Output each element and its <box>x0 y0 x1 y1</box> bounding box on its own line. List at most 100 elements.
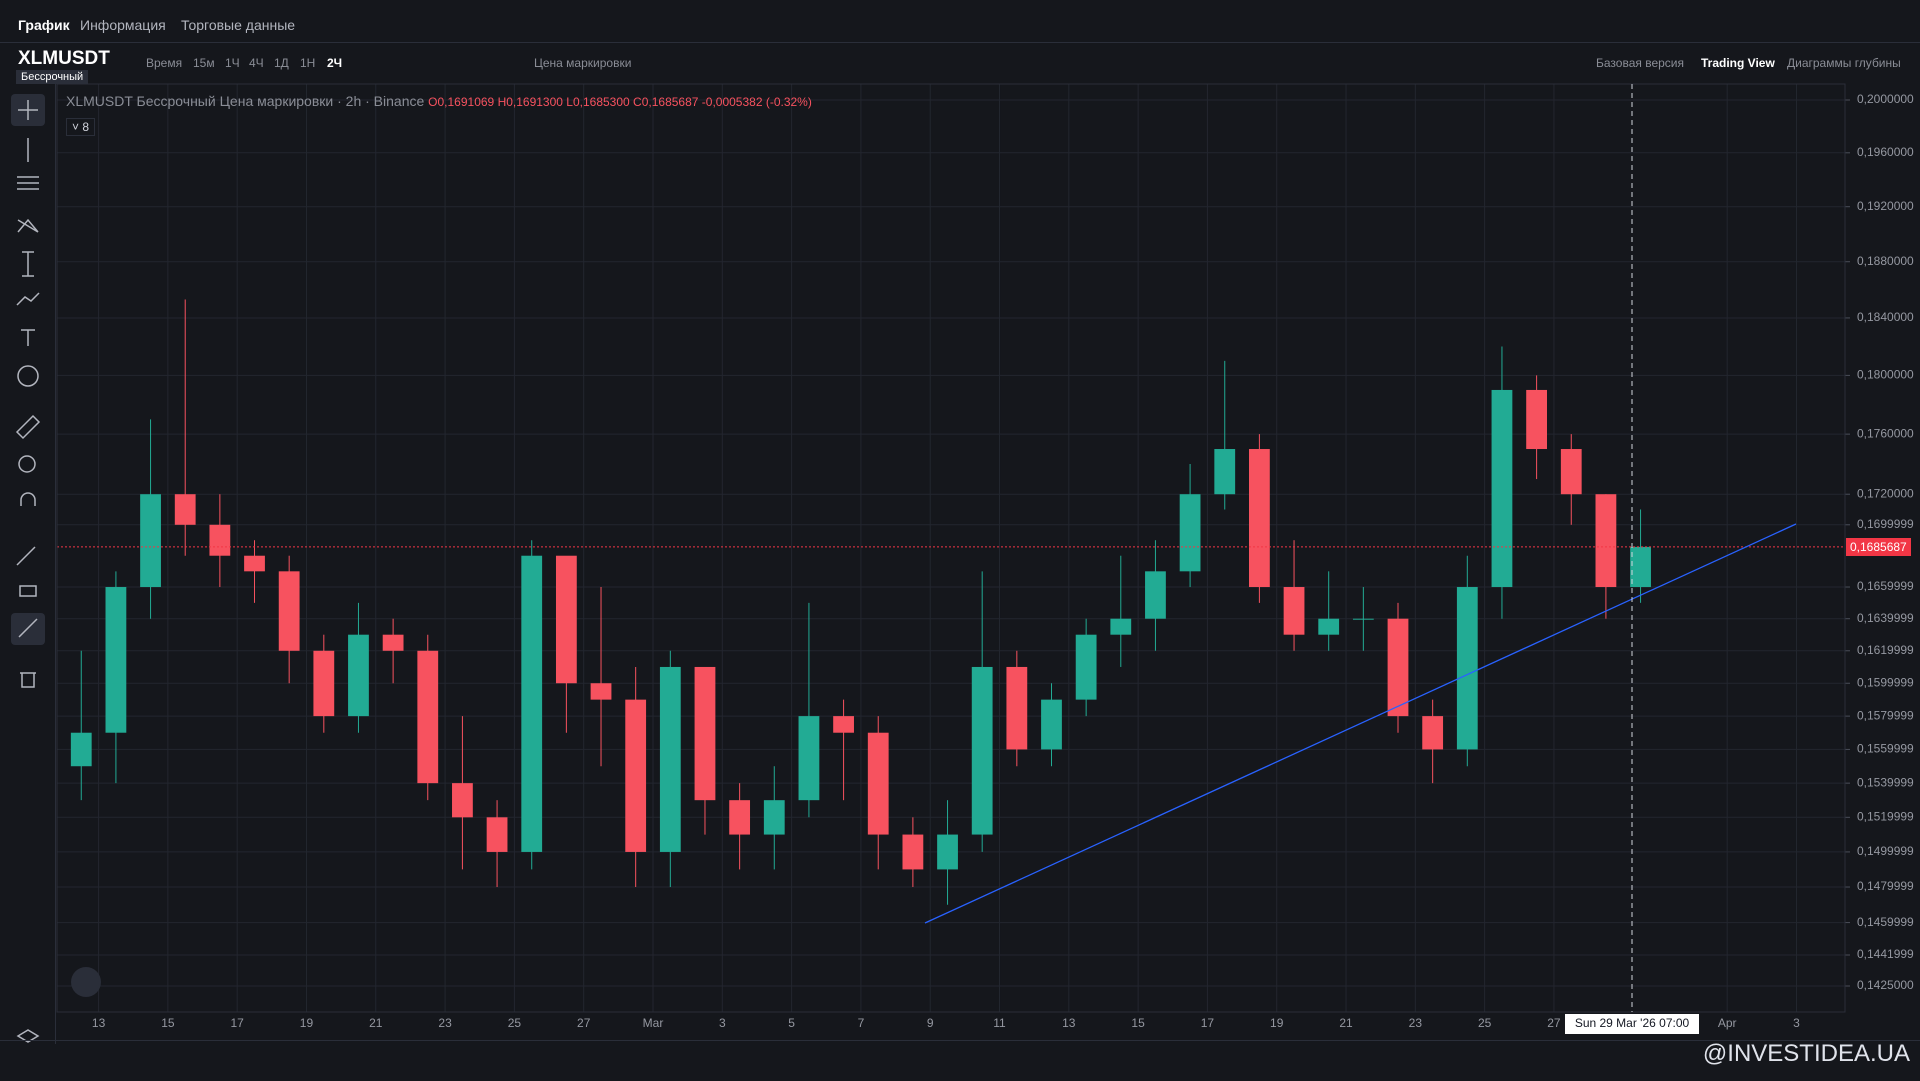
candle-body <box>382 634 404 651</box>
interval[interactable]: 1Н <box>300 56 316 70</box>
x-tick-label: 27 <box>1547 1016 1561 1030</box>
legend-title: XLMUSDT Бессрочный Цена маркировки · 2h … <box>66 93 425 109</box>
interval[interactable]: 15м <box>193 56 215 70</box>
change: -0,0005382 (-0.32%) <box>701 95 812 109</box>
x-tick-label: 3 <box>1793 1016 1800 1030</box>
candle-body <box>1491 389 1513 588</box>
x-tick-label: 23 <box>1409 1016 1423 1030</box>
candle-body <box>348 634 369 717</box>
symbol[interactable]: XLMUSDT <box>18 48 110 69</box>
x-tick-label: 27 <box>577 1016 591 1030</box>
candle-body <box>521 555 543 852</box>
contract-badge: Бессрочный <box>16 70 89 84</box>
y-tick-label: 0,1960000 <box>1857 145 1914 159</box>
x-tick-label: 25 <box>1478 1016 1492 1030</box>
y-tick-label: 0,1920000 <box>1857 199 1914 213</box>
candle-body <box>1283 587 1305 635</box>
interval[interactable]: 1Д <box>274 56 289 70</box>
legend: XLMUSDT Бессрочный Цена маркировки · 2h … <box>66 93 812 109</box>
candle-body <box>244 555 265 572</box>
candle-body <box>1179 494 1201 572</box>
indicators-toggle[interactable]: ˅ 8 <box>66 118 96 136</box>
price-type[interactable]: Цена маркировки <box>534 56 632 70</box>
ohlc: C0,1685687 <box>633 95 699 109</box>
candle-body <box>729 800 751 835</box>
candle-body <box>1041 699 1062 750</box>
x-tick-label: 3 <box>719 1016 726 1030</box>
indicators-count: 8 <box>82 120 90 134</box>
interval[interactable]: 2Ч <box>327 56 343 70</box>
candle-body <box>1145 571 1166 619</box>
x-tick-label: 17 <box>1201 1016 1215 1030</box>
candle-body <box>70 732 92 767</box>
y-tick-label: 0,1659999 <box>1857 579 1914 593</box>
tab[interactable]: Торговые данные <box>181 17 296 33</box>
candle-body <box>1110 618 1132 635</box>
x-tick-label: 19 <box>1270 1016 1284 1030</box>
x-tick-label: Mar <box>643 1016 664 1030</box>
y-tick-label: 0,1519999 <box>1857 809 1914 823</box>
candle-body <box>798 716 820 801</box>
candle-body <box>1318 618 1340 635</box>
view[interactable]: Trading View <box>1701 56 1775 70</box>
top-bar <box>0 0 1920 43</box>
candle-body <box>1006 666 1028 750</box>
x-tick-label: 23 <box>438 1016 452 1030</box>
candle-body <box>1595 494 1617 588</box>
view[interactable]: Базовая версия <box>1596 56 1684 70</box>
plot-frame <box>56 83 1846 1013</box>
y-tick-label: 0,1579999 <box>1857 708 1914 722</box>
x-tick-label: 21 <box>369 1016 383 1030</box>
last-price-tag: 0,1685687 <box>1846 537 1911 556</box>
candle-body <box>278 571 300 651</box>
candle-body <box>763 800 785 835</box>
candle-body <box>1526 389 1547 450</box>
trend-line[interactable] <box>924 523 1797 924</box>
y-tick-label: 0,1425000 <box>1857 978 1914 992</box>
interval[interactable]: Время <box>146 56 183 70</box>
candle-body <box>1352 618 1374 620</box>
candle-body <box>140 494 161 588</box>
y-tick-label: 0,1840000 <box>1857 310 1914 324</box>
ohlc: O0,1691069 <box>428 95 495 109</box>
x-tick-label: 13 <box>1062 1016 1076 1030</box>
interval[interactable]: 1Ч <box>225 56 240 70</box>
ohlc: H0,1691300 <box>497 95 563 109</box>
x-tick-label: 7 <box>858 1016 865 1030</box>
x-tick-label: 13 <box>92 1016 106 1030</box>
candle-body <box>937 834 958 870</box>
tab[interactable]: График <box>18 17 70 33</box>
tab[interactable]: Информация <box>80 17 166 33</box>
x-tick-label: Apr <box>1718 1016 1737 1030</box>
y-tick-label: 0,1499999 <box>1857 844 1914 858</box>
x-tick-label: 9 <box>927 1016 934 1030</box>
x-tick-label: 15 <box>1131 1016 1145 1030</box>
left-toolbar <box>0 84 56 1044</box>
candle-body <box>902 834 924 870</box>
interval[interactable]: 4Ч <box>249 56 264 70</box>
candle-body <box>694 666 716 801</box>
tv-logo[interactable] <box>71 967 101 997</box>
candle-body <box>659 666 681 852</box>
view[interactable]: Диаграммы глубины <box>1787 56 1901 70</box>
candle-body <box>1560 449 1582 495</box>
candle-body <box>1422 716 1444 750</box>
candle-body <box>486 817 508 852</box>
candle-body <box>417 650 439 784</box>
y-tick-label: 0,1479999 <box>1857 879 1914 893</box>
candle-body <box>833 716 854 733</box>
y-tick-label: 0,1619999 <box>1857 643 1914 657</box>
candle-body <box>590 683 612 700</box>
y-tick-label: 0,1539999 <box>1857 775 1914 789</box>
candle-body <box>1456 587 1478 750</box>
y-tick-label: 0,1880000 <box>1857 254 1914 268</box>
candle-body <box>1214 449 1236 495</box>
watermark: @INVESTIDEA.UA <box>1702 1040 1910 1067</box>
candle-body <box>174 494 196 525</box>
y-tick-label: 0,1639999 <box>1857 611 1914 625</box>
y-tick-label: 0,1559999 <box>1857 742 1914 756</box>
crosshair-badge <box>1565 1014 1699 1034</box>
candle-body <box>209 524 231 556</box>
y-tick-label: 0,1800000 <box>1857 368 1914 382</box>
